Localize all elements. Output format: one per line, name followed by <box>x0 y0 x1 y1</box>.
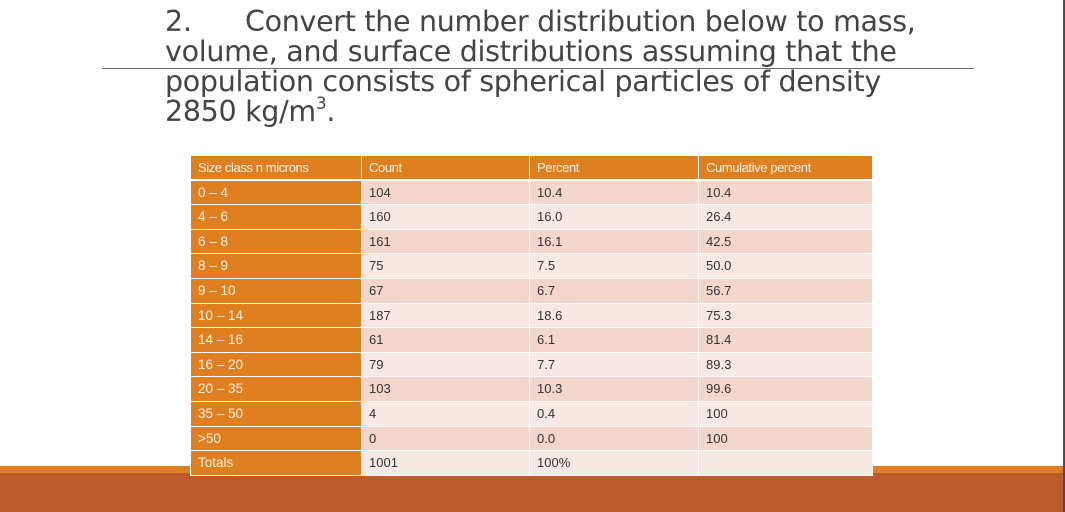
cumulative-cell: 89.3 <box>698 351 873 378</box>
question-line-2: volume, and surface distributions assumi… <box>165 35 897 68</box>
percent-cell: 16.0 <box>529 204 699 230</box>
question-number: 2. <box>165 5 192 38</box>
table-row: >50 0 0.0 100 <box>190 425 873 452</box>
cumulative-cell: 81.4 <box>698 327 873 353</box>
question-line-1: 2. Convert the number distribution below … <box>165 5 916 38</box>
count-cell: 103 <box>361 376 530 402</box>
footer-band <box>0 473 1063 512</box>
cumulative-cell: 10.4 <box>698 179 873 206</box>
count-cell: 160 <box>361 204 530 230</box>
size-class-cell: 6 – 8 <box>190 228 362 255</box>
size-class-cell: 14 – 16 <box>190 327 362 353</box>
size-class-cell: >50 <box>190 425 362 452</box>
size-class-cell: 0 – 4 <box>190 179 362 206</box>
size-class-cell: 10 – 14 <box>190 302 362 329</box>
divider-line <box>102 68 974 69</box>
percent-cell: 10.4 <box>529 179 699 206</box>
table-row: 14 – 16 61 6.1 81.4 <box>190 327 873 353</box>
size-class-cell: 35 – 50 <box>190 400 362 427</box>
percent-cell: 7.5 <box>529 253 699 279</box>
cumulative-cell: 100 <box>698 400 873 427</box>
question-line-4: 2850 kg/m3. <box>165 94 336 128</box>
count-cell: 0 <box>361 425 530 452</box>
count-cell: 67 <box>361 277 530 304</box>
total-cumulative-cell <box>698 450 873 476</box>
table-row: 0 – 4 104 10.4 10.4 <box>190 179 873 206</box>
totals-row: Totals 1001 100% <box>190 450 873 476</box>
totals-label-cell: Totals <box>190 450 362 476</box>
cumulative-cell: 56.7 <box>698 277 873 304</box>
size-class-cell: 20 – 35 <box>190 376 362 402</box>
header-percent: Percent <box>529 155 699 182</box>
table-row: 35 – 50 4 0.4 100 <box>190 400 873 427</box>
table-row: 20 – 35 103 10.3 99.6 <box>190 376 873 402</box>
percent-cell: 0.4 <box>529 400 699 427</box>
table-header-row: Size class n microns Count Percent Cumul… <box>190 155 873 182</box>
size-class-cell: 16 – 20 <box>190 351 362 378</box>
count-cell: 104 <box>361 179 530 206</box>
header-count: Count <box>361 155 530 182</box>
cumulative-cell: 75.3 <box>698 302 873 329</box>
percent-cell: 6.7 <box>529 277 699 304</box>
header-cumulative-percent: Cumulative percent <box>698 155 873 182</box>
size-class-cell: 9 – 10 <box>190 277 362 304</box>
percent-cell: 0.0 <box>529 425 699 452</box>
percent-cell: 18.6 <box>529 302 699 329</box>
table-row: 8 – 9 75 7.5 50.0 <box>190 253 873 279</box>
table-row: 9 – 10 67 6.7 56.7 <box>190 277 873 304</box>
size-class-cell: 8 – 9 <box>190 253 362 279</box>
table-row: 10 – 14 187 18.6 75.3 <box>190 302 873 329</box>
window-edge <box>1063 0 1065 512</box>
cumulative-cell: 50.0 <box>698 253 873 279</box>
cumulative-cell: 100 <box>698 425 873 452</box>
table-row: 6 – 8 161 16.1 42.5 <box>190 228 873 255</box>
header-size-class: Size class n microns <box>190 155 362 182</box>
number-distribution-table: Size class n microns Count Percent Cumul… <box>190 155 873 476</box>
cumulative-cell: 42.5 <box>698 228 873 255</box>
count-cell: 4 <box>361 400 530 427</box>
percent-cell: 16.1 <box>529 228 699 255</box>
percent-cell: 10.3 <box>529 376 699 402</box>
total-count-cell: 1001 <box>361 450 530 476</box>
question-line-3: population consists of spherical particl… <box>165 65 881 98</box>
percent-cell: 7.7 <box>529 351 699 378</box>
cumulative-cell: 99.6 <box>698 376 873 402</box>
percent-cell: 6.1 <box>529 327 699 353</box>
count-cell: 79 <box>361 351 530 378</box>
cumulative-cell: 26.4 <box>698 204 873 230</box>
count-cell: 75 <box>361 253 530 279</box>
total-percent-cell: 100% <box>529 450 699 476</box>
count-cell: 161 <box>361 228 530 255</box>
table-row: 4 – 6 160 16.0 26.4 <box>190 204 873 230</box>
count-cell: 187 <box>361 302 530 329</box>
count-cell: 61 <box>361 327 530 353</box>
question-text: 2. Convert the number distribution below … <box>165 7 925 127</box>
size-class-cell: 4 – 6 <box>190 204 362 230</box>
table-row: 16 – 20 79 7.7 89.3 <box>190 351 873 378</box>
